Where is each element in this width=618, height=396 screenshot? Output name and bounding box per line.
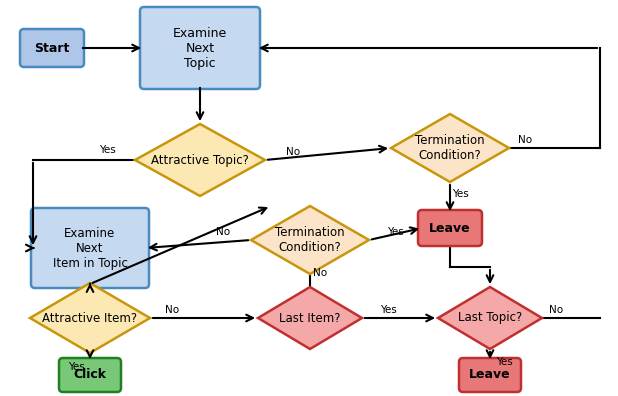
- Text: No: No: [549, 305, 563, 315]
- Text: Yes: Yes: [496, 357, 512, 367]
- Text: No: No: [286, 147, 300, 157]
- Polygon shape: [135, 124, 265, 196]
- FancyBboxPatch shape: [459, 358, 521, 392]
- Text: Termination
Condition?: Termination Condition?: [275, 226, 345, 254]
- Text: Yes: Yes: [379, 305, 396, 315]
- FancyBboxPatch shape: [418, 210, 482, 246]
- Text: Last Topic?: Last Topic?: [458, 312, 522, 324]
- Polygon shape: [251, 206, 369, 274]
- FancyBboxPatch shape: [31, 208, 149, 288]
- Polygon shape: [258, 287, 362, 349]
- Text: Yes: Yes: [99, 145, 116, 155]
- Text: Leave: Leave: [469, 369, 511, 381]
- Text: Click: Click: [74, 369, 106, 381]
- Text: No: No: [216, 227, 230, 237]
- Text: No: No: [518, 135, 532, 145]
- Text: Last Item?: Last Item?: [279, 312, 341, 324]
- Text: Yes: Yes: [452, 189, 468, 199]
- Polygon shape: [438, 287, 542, 349]
- FancyBboxPatch shape: [20, 29, 84, 67]
- Text: Yes: Yes: [387, 227, 404, 237]
- Polygon shape: [391, 114, 509, 182]
- Text: Leave: Leave: [429, 221, 471, 234]
- Text: Yes: Yes: [67, 362, 85, 372]
- FancyBboxPatch shape: [140, 7, 260, 89]
- Text: No: No: [313, 268, 327, 278]
- Text: Examine
Next
Topic: Examine Next Topic: [173, 27, 227, 70]
- Polygon shape: [30, 283, 150, 353]
- Text: Termination
Condition?: Termination Condition?: [415, 134, 485, 162]
- Text: Attractive Topic?: Attractive Topic?: [151, 154, 249, 166]
- Text: Examine
Next
Item in Topic: Examine Next Item in Topic: [53, 227, 127, 270]
- FancyBboxPatch shape: [59, 358, 121, 392]
- Text: No: No: [165, 305, 179, 315]
- Text: Start: Start: [35, 42, 70, 55]
- Text: Attractive Item?: Attractive Item?: [43, 312, 138, 324]
